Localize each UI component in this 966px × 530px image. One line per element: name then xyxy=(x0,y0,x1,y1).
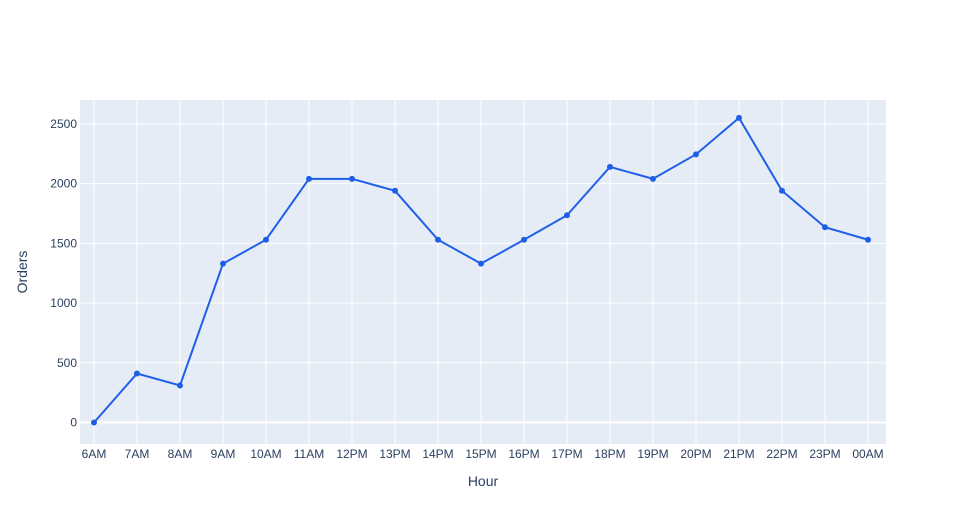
y-tick-label: 2000 xyxy=(50,177,77,191)
data-point xyxy=(91,419,97,426)
data-point xyxy=(521,236,527,243)
data-point xyxy=(478,260,484,267)
x-tick-label: 14PM xyxy=(422,447,453,461)
x-tick-label: 6AM xyxy=(82,447,107,461)
data-point xyxy=(306,175,312,182)
x-tick-label: 13PM xyxy=(379,447,410,461)
data-point xyxy=(736,114,742,121)
x-tick-label: 19PM xyxy=(637,447,668,461)
data-point xyxy=(435,236,441,243)
data-point xyxy=(349,175,355,182)
data-point xyxy=(263,236,269,243)
x-tick-label: 21PM xyxy=(723,447,754,461)
x-tick-label: 18PM xyxy=(594,447,625,461)
data-point xyxy=(779,187,785,194)
data-point xyxy=(177,382,183,389)
x-tick-label: 17PM xyxy=(551,447,582,461)
plot-area xyxy=(80,100,886,444)
y-tick-label: 1500 xyxy=(50,236,77,250)
y-tick-label: 500 xyxy=(57,356,77,370)
x-tick-label: 22PM xyxy=(766,447,797,461)
x-tick-label: 10AM xyxy=(250,447,281,461)
x-tick-label: 9AM xyxy=(211,447,236,461)
y-tick-label: 1000 xyxy=(50,296,77,310)
data-point xyxy=(650,175,656,182)
x-axis-title: Hour xyxy=(468,473,499,489)
x-tick-label: 11AM xyxy=(294,447,324,461)
data-point xyxy=(564,212,570,219)
data-point xyxy=(607,163,613,170)
grid-lines xyxy=(80,100,886,444)
x-tick-label: 7AM xyxy=(125,447,150,461)
y-tick-label: 0 xyxy=(70,416,77,430)
data-point xyxy=(220,260,226,267)
x-tick-label: 15PM xyxy=(465,447,496,461)
x-tick-label: 23PM xyxy=(809,447,840,461)
x-axis-ticks: 6AM 7AM 8AM 9AM 10AM 11AM 12PM 13PM 14PM 15PM 16PM… xyxy=(82,447,884,461)
y-tick-label: 2500 xyxy=(50,117,77,131)
y-axis-ticks: 0 500 1000 1500 2000 2500 xyxy=(50,117,77,430)
x-tick-label: 8AM xyxy=(168,447,193,461)
y-axis-title: Orders xyxy=(14,251,30,294)
data-point xyxy=(392,187,398,194)
x-tick-label: 20PM xyxy=(680,447,711,461)
data-point xyxy=(134,370,140,377)
series-markers xyxy=(91,114,871,426)
data-point xyxy=(865,236,871,243)
x-tick-label: 12PM xyxy=(336,447,367,461)
data-point xyxy=(693,151,699,158)
x-tick-label: 00AM xyxy=(852,447,883,461)
x-tick-label: 16PM xyxy=(508,447,539,461)
data-point xyxy=(822,224,828,231)
